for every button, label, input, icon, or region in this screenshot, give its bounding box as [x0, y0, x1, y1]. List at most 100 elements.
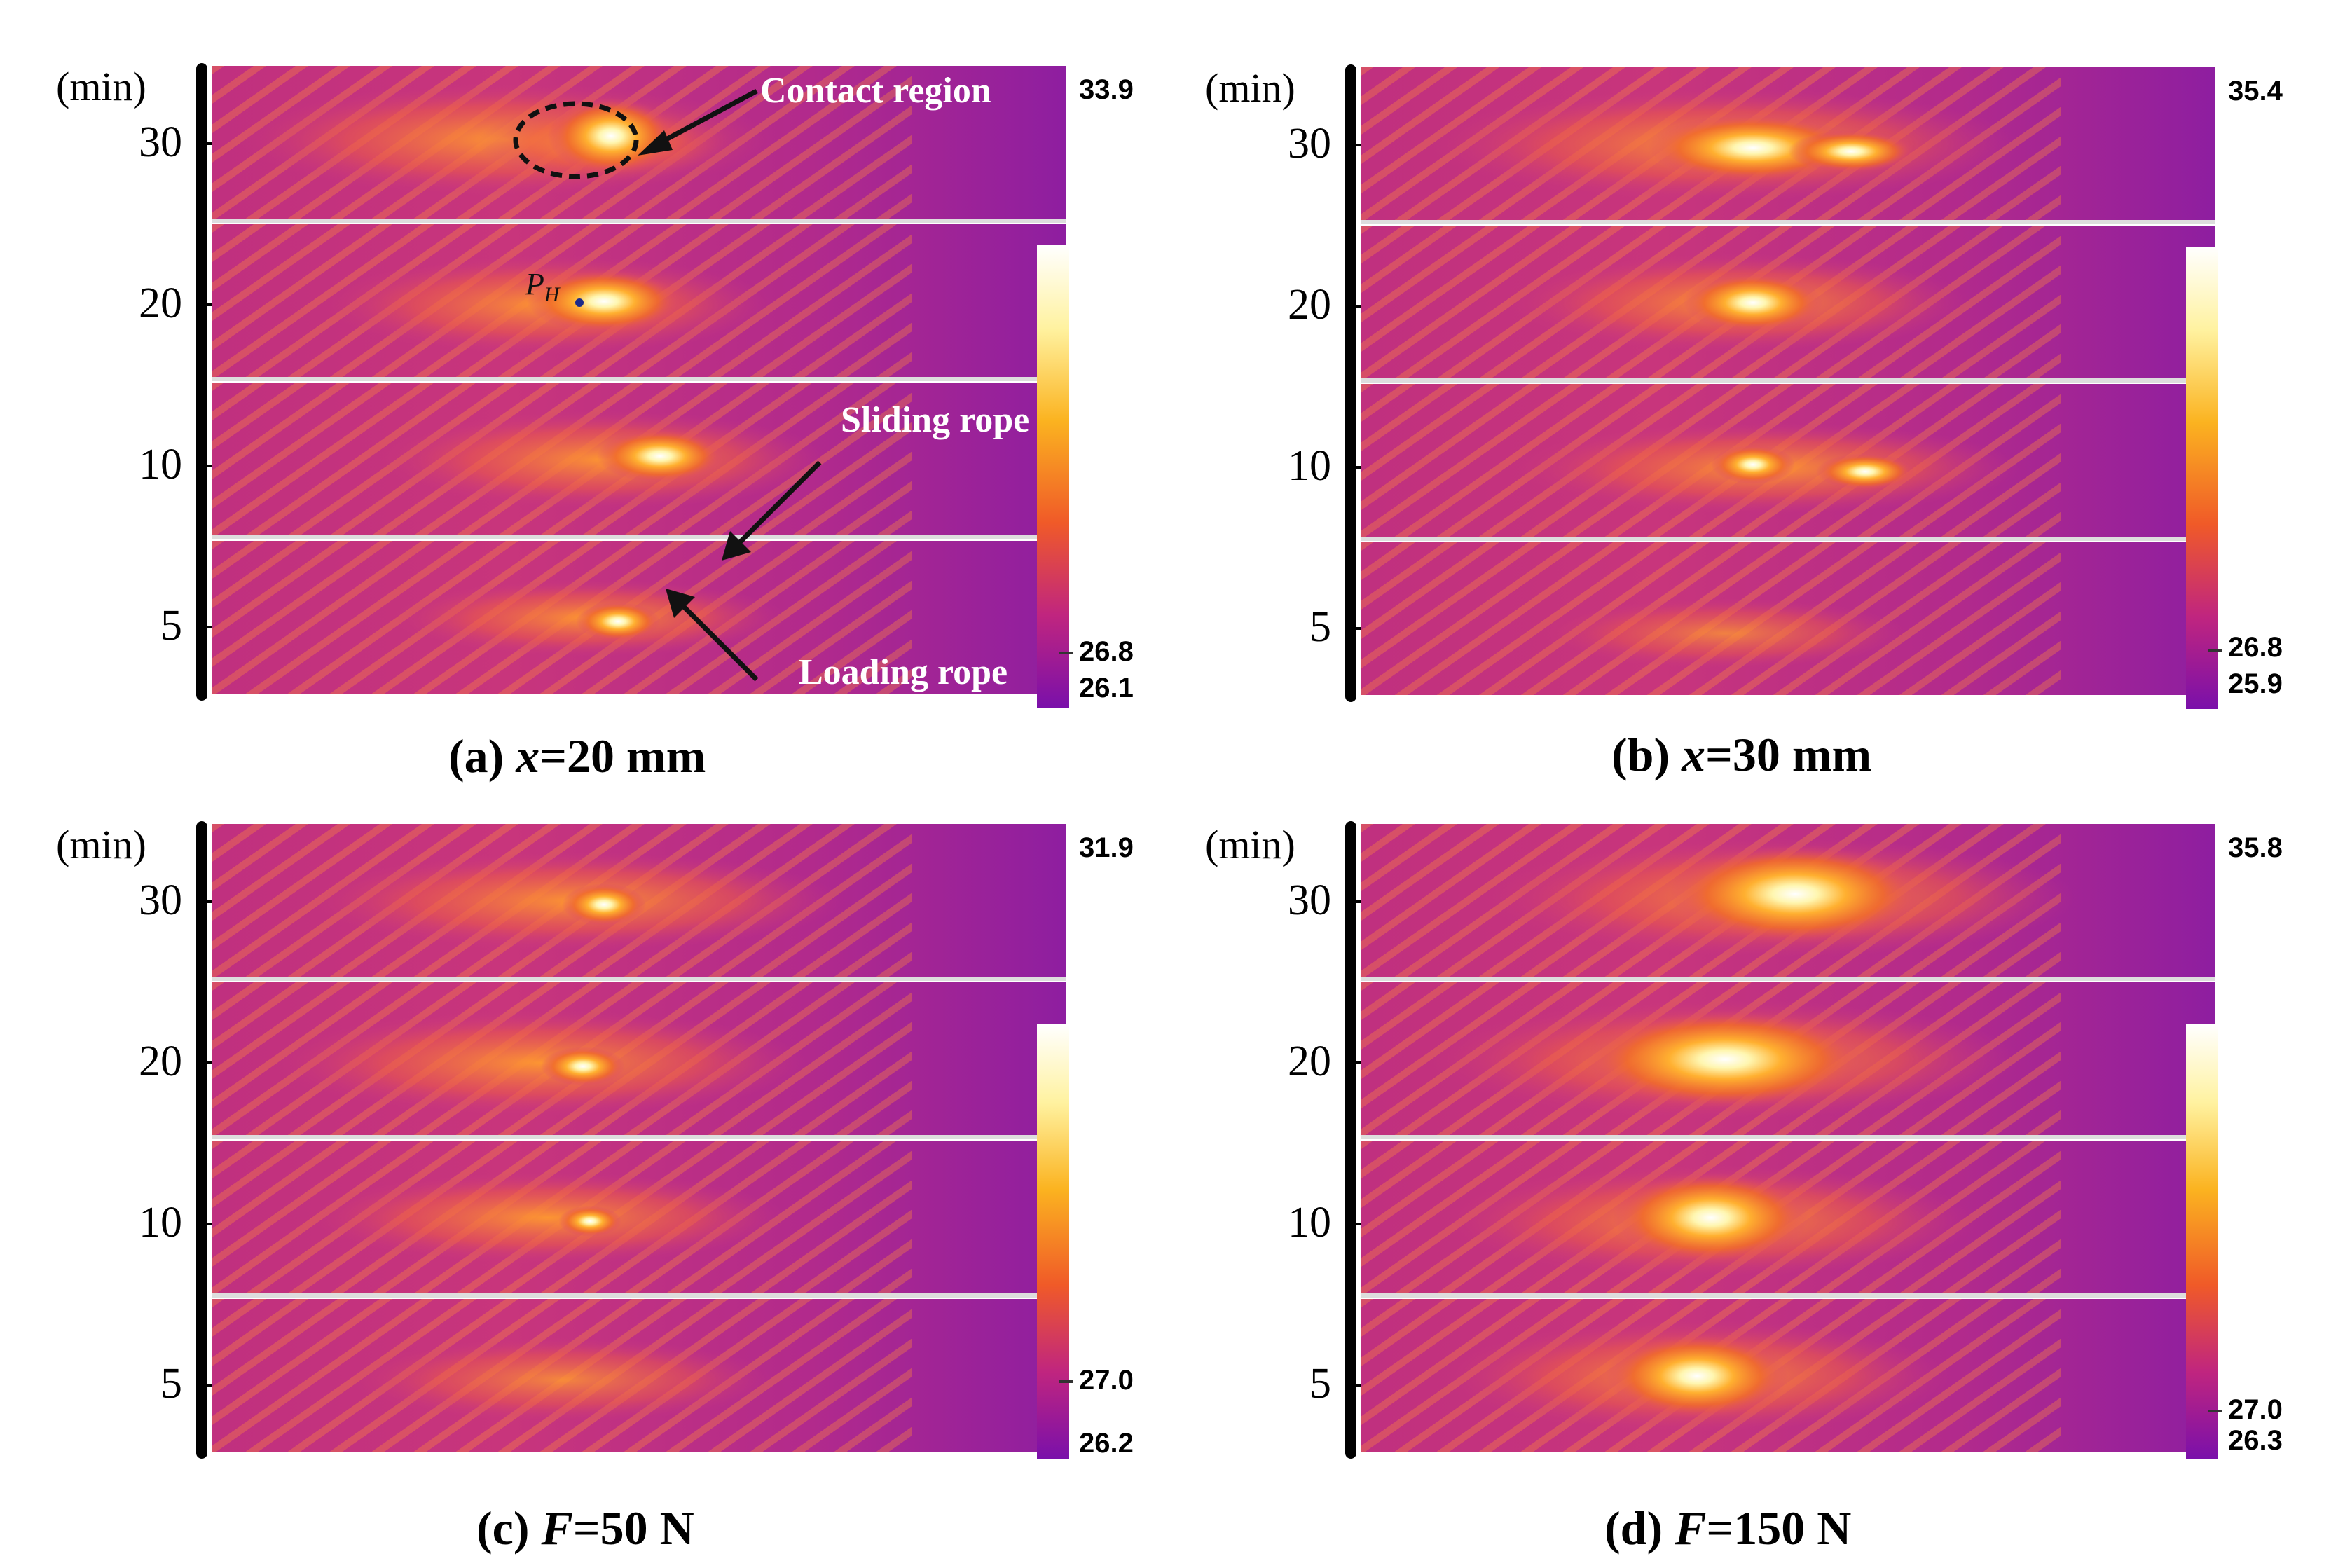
colorbar-tick [2208, 649, 2222, 652]
arrow-icon [666, 589, 759, 682]
tickmark [200, 303, 221, 306]
panel-caption: (c) F=50 N [476, 1501, 694, 1555]
tick-20: 20 [1288, 281, 1331, 329]
tick-10: 10 [139, 441, 182, 488]
tickmark [200, 626, 221, 628]
colorbar-min: 26.1 [1079, 673, 1134, 703]
tickmark [1349, 900, 1370, 903]
panel-a: (min) 30 20 10 5 Contact region PH Slidi… [56, 63, 1149, 783]
thermal-image-5min [1361, 1299, 2215, 1452]
strip-divider [1361, 1293, 2215, 1298]
thermal-image-20min [1361, 982, 2215, 1135]
panel-caption: (d) F=150 N [1604, 1501, 1852, 1555]
colorbar-tick [2208, 1410, 2222, 1412]
panel-b: (min) 30 20 10 5 35.4 26.8 25.9 (b) x=30… [1205, 64, 2298, 781]
tick-30: 30 [1288, 120, 1331, 167]
thermal-image-10min [212, 383, 1066, 535]
colorbar-tick [1059, 652, 1073, 654]
sliding-rope-label: Sliding rope [841, 400, 1030, 440]
thermal-image-10min [1361, 384, 2215, 537]
tick-10: 10 [139, 1199, 182, 1246]
tick-10: 10 [1288, 442, 1331, 490]
contact-region-outline [513, 101, 639, 179]
tick-5: 5 [160, 602, 182, 649]
loading-rope-label: Loading rope [799, 652, 1008, 692]
strip-divider [212, 535, 1066, 539]
tickmark [200, 1223, 221, 1225]
colorbar-max: 31.9 [1079, 832, 1134, 863]
point-ph-label: PH [525, 267, 560, 306]
thermal-image-30min [1361, 824, 2215, 977]
tickmark [1349, 1223, 1370, 1225]
thermal-image-20min [1361, 226, 2215, 378]
colorbar-mid: 26.8 [1079, 636, 1134, 667]
strip-divider [212, 1135, 1066, 1139]
time-unit-label: (min) [1205, 65, 1295, 111]
thermal-image-20min [212, 224, 1066, 377]
tickmark [200, 465, 221, 467]
tickmark [1349, 305, 1370, 308]
thermal-image-10min [1361, 1141, 2215, 1293]
colorbar [1037, 1024, 1069, 1459]
colorbar-min: 25.9 [2228, 668, 2283, 699]
time-axis [196, 821, 207, 1459]
tickmark [200, 1384, 221, 1387]
panel-caption: (b) x=30 mm [1611, 728, 1872, 781]
tickmark [1349, 466, 1370, 469]
thermal-image-5min [1361, 542, 2215, 695]
tick-20: 20 [1288, 1038, 1331, 1085]
tickmark [200, 900, 221, 903]
strip-divider [212, 1293, 1066, 1298]
thermal-image-5min [212, 1299, 1066, 1452]
strip-divider [1361, 977, 2215, 981]
colorbar-min: 26.3 [2228, 1425, 2283, 1456]
point-ph-marker [575, 298, 584, 307]
thermal-image-10min [212, 1141, 1066, 1293]
tick-5: 5 [160, 1360, 182, 1408]
tickmark [1349, 627, 1370, 630]
thermal-image-30min [212, 824, 1066, 977]
strip-divider [212, 977, 1066, 981]
panel-d: (min) 30 20 10 5 35.8 27.0 26.3 (d) F=15… [1205, 821, 2298, 1555]
time-axis [1345, 64, 1356, 702]
colorbar-mid: 27.0 [2228, 1394, 2283, 1425]
tick-10: 10 [1288, 1199, 1331, 1246]
strip-divider [1361, 537, 2215, 541]
tickmark [1349, 1384, 1370, 1387]
colorbar-tick [1059, 1380, 1073, 1383]
tick-30: 30 [139, 118, 182, 166]
arrow-icon [722, 460, 822, 561]
tickmark [200, 142, 221, 145]
tick-30: 30 [139, 876, 182, 924]
strip-divider [1361, 1135, 2215, 1139]
time-unit-label: (min) [1205, 822, 1295, 867]
tickmark [1349, 144, 1370, 146]
strip-divider [1361, 378, 2215, 383]
time-unit-label: (min) [56, 822, 146, 867]
time-axis [1345, 821, 1356, 1459]
strip-divider [212, 219, 1066, 223]
strip-divider [1361, 220, 2215, 224]
time-axis [196, 63, 207, 701]
strip-divider [212, 377, 1066, 381]
thermal-image-30min [1361, 67, 2215, 220]
colorbar [2186, 1024, 2218, 1459]
colorbar [1037, 245, 1069, 708]
colorbar [2186, 247, 2218, 709]
colorbar-mid: 26.8 [2228, 632, 2283, 663]
tickmark [200, 1061, 221, 1064]
panel-caption: (a) x=20 mm [448, 729, 706, 783]
arrow-icon [638, 88, 758, 156]
tick-20: 20 [139, 1038, 182, 1085]
tick-5: 5 [1309, 1360, 1331, 1408]
colorbar-max: 35.4 [2228, 76, 2283, 106]
tick-5: 5 [1309, 603, 1331, 651]
thermal-image-30min [212, 66, 1066, 219]
contact-region-label: Contact region [760, 71, 991, 111]
tickmark [1349, 1061, 1370, 1064]
panel-c: (min) 30 20 10 5 31.9 27.0 26.2 (c) F=50… [56, 821, 1149, 1555]
time-unit-label: (min) [56, 64, 146, 109]
tick-20: 20 [139, 280, 182, 327]
tick-30: 30 [1288, 876, 1331, 924]
colorbar-mid: 27.0 [1079, 1365, 1134, 1396]
